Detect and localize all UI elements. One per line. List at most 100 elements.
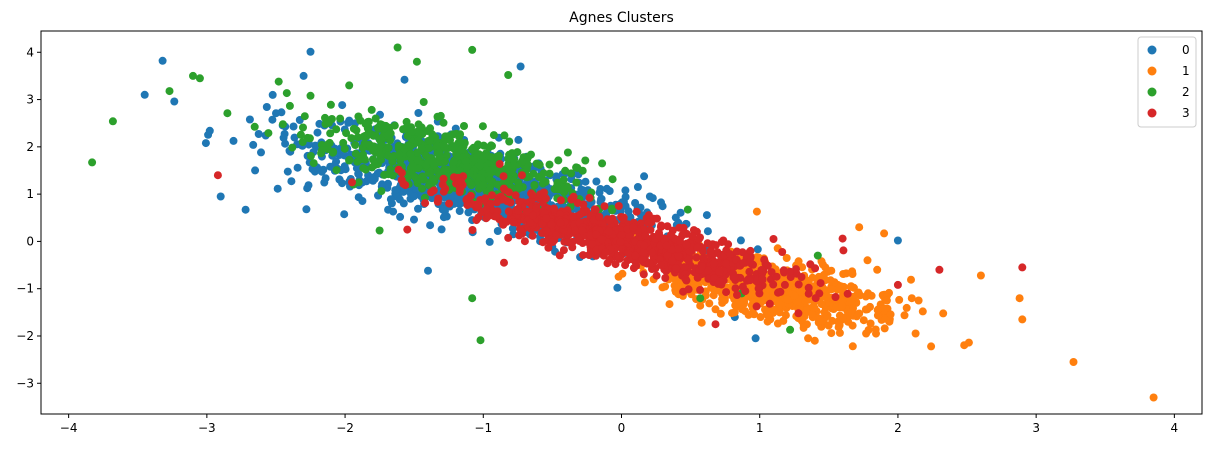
data-point [640,278,649,287]
data-point [386,195,395,204]
data-point [518,157,526,166]
data-point [866,302,874,311]
data-point [351,141,360,149]
data-point [473,201,482,210]
data-point [268,90,277,99]
data-point [893,280,902,289]
data-point [223,109,232,118]
data-point [657,221,666,230]
data-point [816,279,825,288]
data-point [608,175,617,184]
data-point [886,310,895,319]
data-point [287,177,296,186]
data-point [508,224,517,233]
data-point [960,341,969,350]
data-point [746,246,755,255]
data-point [456,130,465,139]
data-point [1069,358,1078,366]
data-point [514,178,523,187]
data-point [442,151,451,160]
x-tick-label: 4 [1171,421,1179,435]
data-point [344,118,353,127]
data-point [351,149,360,158]
data-point [703,239,712,248]
data-point [556,218,565,227]
data-point [1015,294,1024,303]
y-tick-label: −3 [16,376,34,390]
legend-label: 2 [1182,85,1190,99]
data-point [613,283,622,292]
data-point [262,103,271,111]
data-point [698,262,706,271]
data-point [414,204,422,213]
data-point [323,141,332,150]
data-point [976,271,985,280]
data-point [831,293,840,301]
series-3-points [213,160,1027,329]
data-point [278,120,287,129]
data-point [935,265,944,274]
data-point [352,164,361,173]
data-point [264,129,273,138]
data-point [741,287,750,296]
data-point [1149,393,1158,402]
data-point [504,71,513,79]
data-point [757,266,766,274]
data-point [854,288,863,297]
data-point [306,152,315,160]
data-point [369,131,378,140]
data-point [361,155,369,164]
data-point [579,251,588,260]
y-tick-label: 0 [26,234,34,248]
data-point [306,47,315,56]
data-point [504,233,513,242]
data-point [406,149,415,158]
data-point [437,225,446,234]
data-point [871,325,880,334]
data-point [440,143,449,152]
data-point [189,71,197,80]
data-point [289,122,298,131]
data-point [380,170,389,179]
data-point [767,268,776,277]
data-point [683,205,692,214]
data-point [848,270,857,278]
data-point [799,323,808,332]
data-point [545,169,554,178]
data-point [578,239,587,247]
data-point [439,174,448,183]
data-point [406,142,415,151]
data-point [455,207,464,215]
data-point [347,134,356,143]
data-point [326,100,335,109]
data-point [516,62,525,71]
data-point [463,194,472,203]
data-point [653,214,661,223]
data-point [696,286,705,294]
data-point [769,235,778,243]
data-point [520,237,529,246]
data-point [775,300,784,308]
data-point [722,288,731,297]
data-point [794,280,803,289]
data-point [249,140,258,149]
data-point [250,122,259,131]
data-point [662,241,671,250]
data-point [804,283,813,292]
data-point [754,284,763,293]
data-point [410,215,418,224]
data-point [817,316,826,325]
points-layer [88,43,1158,402]
data-point [388,154,396,163]
data-point [509,218,518,227]
data-point [738,248,747,257]
data-point [491,212,500,221]
data-point [880,229,889,238]
data-point [724,240,733,249]
data-point [736,236,745,245]
data-point [514,184,523,193]
data-point [388,171,397,180]
data-point [170,97,179,106]
data-point [640,172,649,181]
data-point [1018,263,1027,272]
